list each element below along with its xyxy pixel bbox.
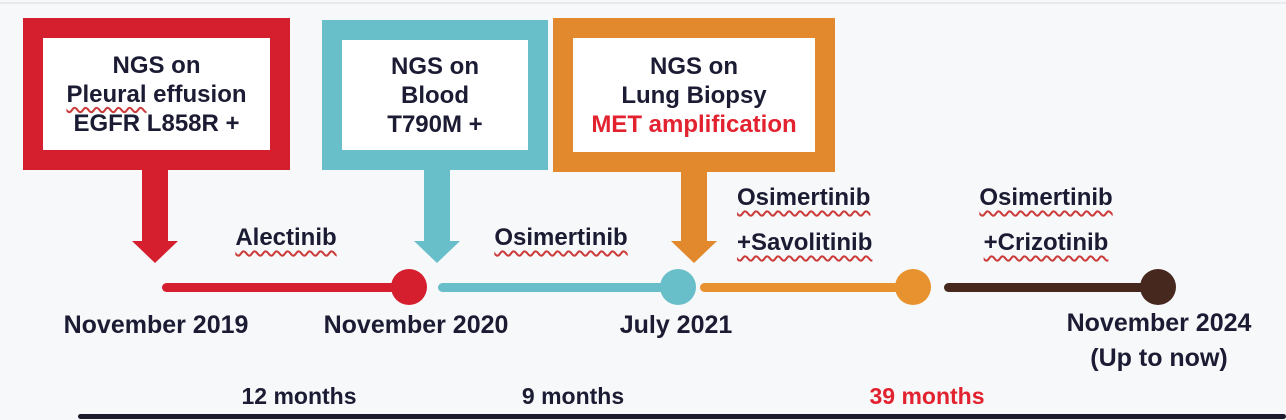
down-arrow-red <box>142 168 168 242</box>
down-arrow-orange <box>681 170 707 242</box>
ngs-box-line: T790M + <box>387 110 483 138</box>
treatment-line: +Savolitinib <box>737 229 873 256</box>
down-arrowhead-red-icon <box>132 241 178 263</box>
duration-12-months: 12 months <box>241 383 357 409</box>
duration-9-months: 9 months <box>521 383 625 409</box>
ngs-box-line: Pleural effusion <box>66 80 246 109</box>
treatment-line: +Crizotinib <box>983 229 1109 256</box>
date-november-2019: November 2019 <box>63 311 249 339</box>
timeline-segment-osimertinib <box>438 283 668 292</box>
down-arrowhead-teal-icon <box>414 241 460 263</box>
ngs-box-line: NGS on <box>112 51 201 79</box>
treatment-label-alectinib: Alectinib <box>235 224 336 252</box>
treatment-line: Osimertinib <box>979 184 1113 211</box>
timeline-segment-osimertinib-crizotinib <box>944 283 1146 292</box>
down-arrow-teal <box>424 170 450 242</box>
ngs-box-line: NGS on <box>650 52 738 80</box>
date-label: November 2024 <box>1066 309 1252 337</box>
date-note-up-to-now: (Up to now) <box>1090 344 1228 372</box>
ngs-box-line: Lung Biopsy <box>621 81 767 109</box>
timeline-segment-osimertinib-savolitinib <box>700 283 900 292</box>
treatment-label-osimertinib: Osimertinib <box>494 224 627 252</box>
date-july-2021: July 2021 <box>619 311 733 339</box>
treatment-line: Alectinib <box>235 224 337 251</box>
misspelled-word: Pleural <box>66 80 147 108</box>
ngs-box-lung-biopsy: NGS on Lung Biopsy MET amplification <box>553 18 835 172</box>
treatment-line: Osimertinib <box>737 184 871 211</box>
ngs-box-line-rest: effusion <box>146 80 247 108</box>
duration-39-months: 39 months <box>869 383 985 409</box>
timeline-dot-november-2024 <box>1140 269 1176 305</box>
ngs-box-line: EGFR L858R + <box>73 109 240 137</box>
ngs-box-line: Blood <box>401 81 469 109</box>
treatment-line: Osimertinib <box>494 224 628 251</box>
down-arrowhead-orange-icon <box>671 241 717 263</box>
treatment-label-osimertinib-savolitinib: Osimertinib +Savolitinib <box>737 184 872 274</box>
timeline-dot-orange <box>895 269 931 305</box>
date-november-2020: November 2020 <box>323 311 509 339</box>
treatment-label-osimertinib-crizotinib: Osimertinib +Crizotinib <box>979 184 1112 274</box>
ngs-box-blood: NGS on Blood T790M + <box>322 20 548 170</box>
timeline-dot-july-2021 <box>660 269 696 305</box>
ngs-box-pleural-effusion: NGS on Pleural effusion EGFR L858R + <box>23 18 290 170</box>
top-divider-line <box>0 2 1286 4</box>
met-amplification-highlight: MET amplification <box>591 110 797 138</box>
timeline-dot-november-2020 <box>391 269 427 305</box>
timeline-segment-alectinib <box>162 283 402 292</box>
bottom-baseline-rule <box>78 414 1286 419</box>
date-november-2024: November 2024 (Up to now) <box>1067 309 1252 372</box>
ngs-box-line: NGS on <box>391 52 479 80</box>
